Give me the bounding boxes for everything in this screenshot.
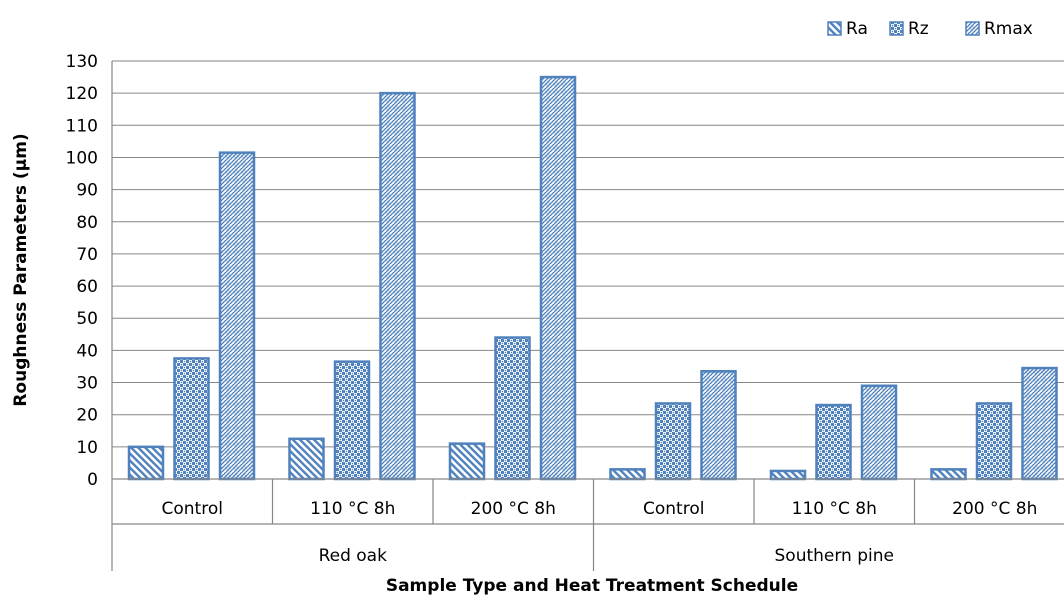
y-tick-label: 110: [66, 116, 98, 136]
y-tick-label: 90: [76, 181, 98, 201]
y-tick-label: 20: [76, 406, 98, 426]
y-tick-label: 50: [76, 309, 98, 329]
x-category-label: Control: [643, 499, 704, 519]
bar-ra: [769, 469, 807, 481]
y-tick-label: 0: [87, 470, 98, 490]
bar-ra: [288, 437, 325, 481]
y-tick-label: 130: [66, 52, 98, 72]
legend-label-rmax: Rmax: [984, 19, 1033, 39]
gridlines: [112, 60, 1064, 448]
bar-rmax: [860, 384, 898, 481]
legend-label-ra: Ra: [846, 19, 868, 39]
bar-rz: [173, 357, 210, 481]
y-tick-label: 10: [76, 438, 98, 458]
x-category-labels: Control 110 °C 8h 200 °C 8h Control 110 °C 8…: [162, 499, 1038, 519]
x-group-label: Southern pine: [775, 546, 894, 566]
x-category-label: 110 °C 8h: [792, 499, 877, 519]
legend-swatch-rz: [889, 21, 904, 36]
y-tick-label: 120: [66, 84, 98, 104]
y-tick-labels: 0 10 20 30 40 50 60 70 80 90 100 110 120 130: [66, 52, 98, 490]
x-category-label: 200 °C 8h: [952, 499, 1037, 519]
y-tick-label: 100: [66, 148, 98, 168]
y-tick-label: 40: [76, 341, 98, 361]
bar-rz: [815, 403, 852, 481]
bar-rz: [333, 360, 371, 481]
legend: Ra Rz Rmax: [827, 19, 1033, 39]
x-category-label: 110 °C 8h: [310, 499, 395, 519]
y-tick-label: 70: [76, 245, 98, 265]
x-axis-title: Sample Type and Heat Treatment Schedule: [386, 576, 798, 595]
bar-rz: [654, 402, 692, 481]
y-tick-label: 60: [76, 277, 98, 297]
x-category-label: Control: [162, 499, 223, 519]
bar-rmax: [539, 75, 577, 481]
legend-swatch-ra: [827, 21, 842, 36]
axes: [111, 61, 1064, 571]
bar-rmax: [1021, 366, 1058, 481]
bar-rz: [494, 336, 531, 481]
y-axis-title: Roughness Parameters (µm): [11, 133, 31, 406]
y-tick-label: 30: [76, 374, 98, 394]
bar-ra: [930, 468, 967, 481]
bar-rmax: [379, 91, 416, 481]
bars: [127, 75, 1058, 481]
legend-label-rz: Rz: [908, 19, 929, 39]
y-tick-label: 80: [76, 213, 98, 233]
x-group-labels: Red oak Southern pine: [319, 546, 894, 566]
bar-ra: [609, 468, 646, 481]
x-group-label: Red oak: [319, 546, 388, 566]
legend-swatch-rmax: [965, 21, 980, 36]
bar-ra: [127, 445, 165, 481]
bar-rz: [975, 402, 1013, 481]
x-category-label: 200 °C 8h: [471, 499, 556, 519]
bar-rmax: [218, 151, 256, 481]
bar-ra: [448, 442, 486, 481]
bar-rmax: [700, 370, 737, 481]
